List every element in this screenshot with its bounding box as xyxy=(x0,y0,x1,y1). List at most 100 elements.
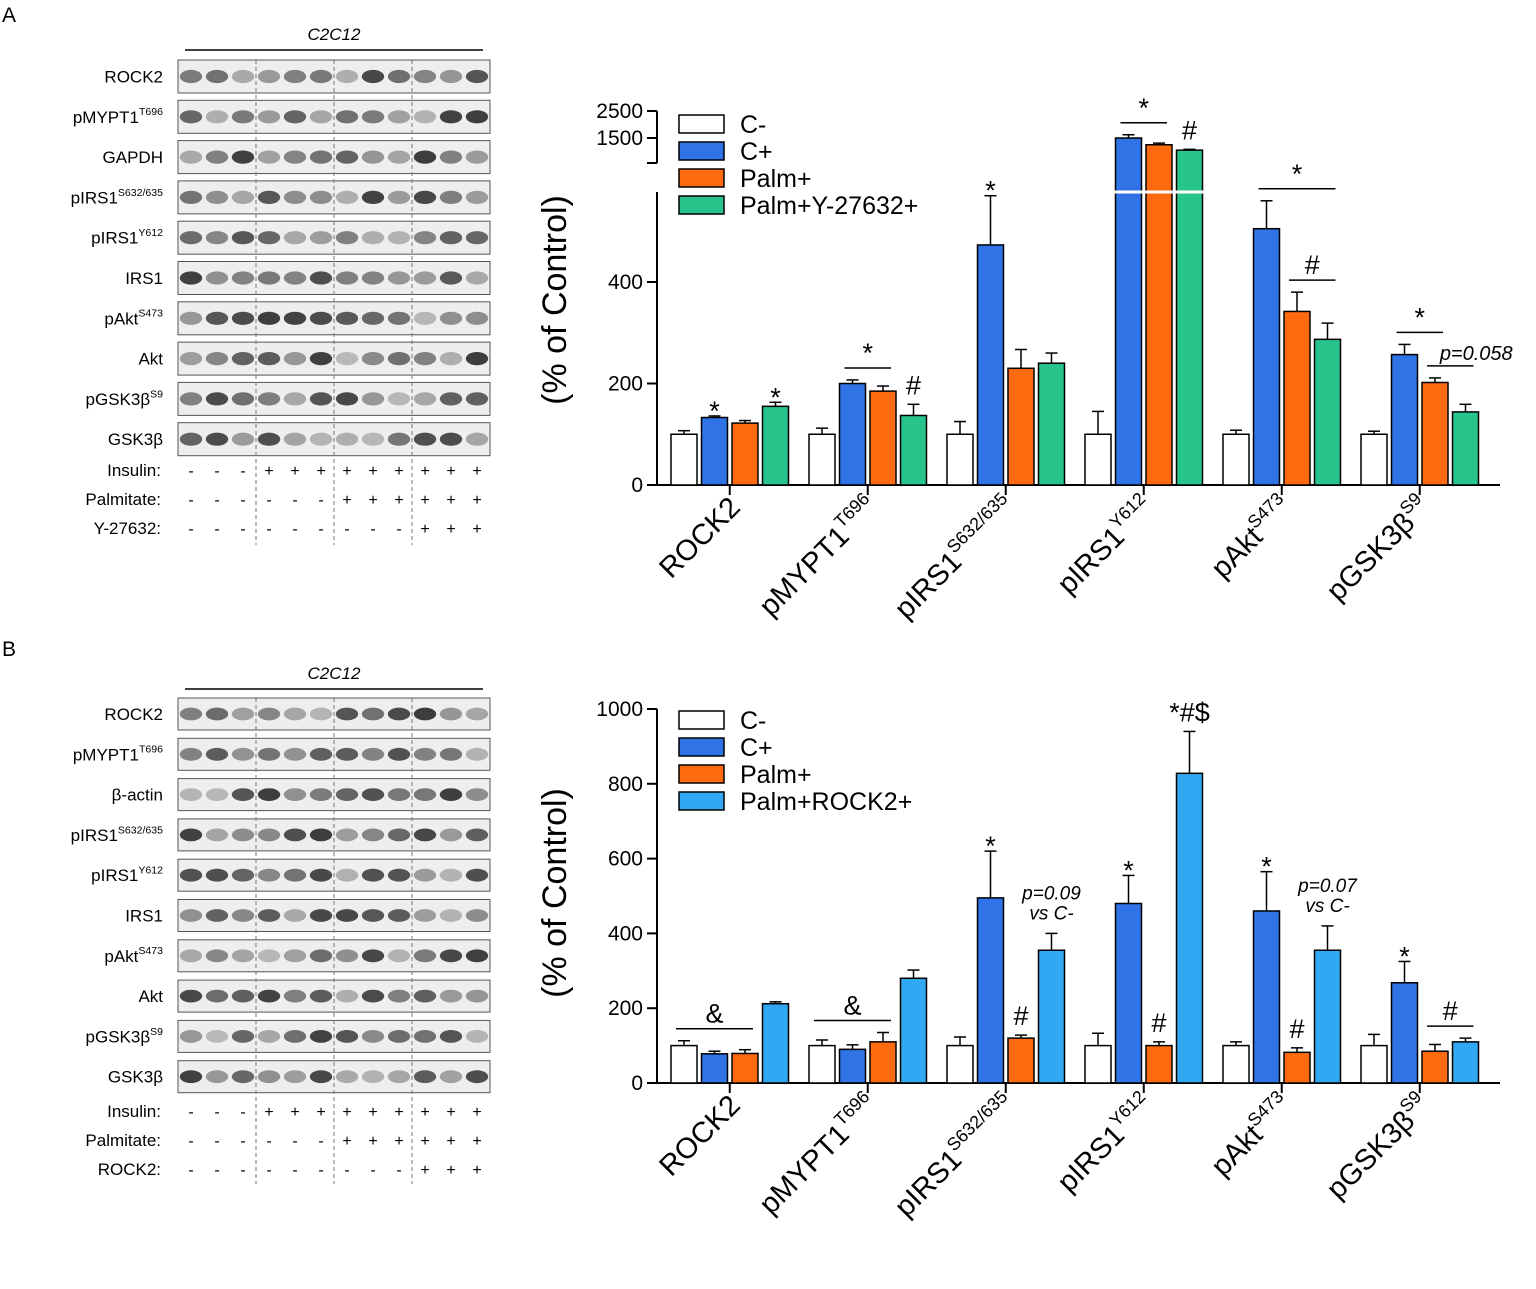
protein-band xyxy=(283,69,307,84)
protein-band xyxy=(413,989,437,1003)
protein-band xyxy=(387,190,411,204)
y-tick-label: 600 xyxy=(608,848,643,871)
protein-band xyxy=(439,150,463,164)
protein-band xyxy=(413,150,437,164)
protein-band xyxy=(231,747,255,761)
protein-band xyxy=(361,311,385,325)
bar xyxy=(670,433,698,486)
bar xyxy=(869,390,897,486)
protein-band xyxy=(465,868,489,882)
protein-band xyxy=(413,271,437,285)
protein-band xyxy=(179,868,203,882)
protein-band xyxy=(465,352,489,366)
protein-band xyxy=(257,190,281,204)
blot-row-label: IRS1 xyxy=(125,907,163,926)
protein-band xyxy=(283,392,307,406)
protein-band xyxy=(283,989,307,1003)
protein-band xyxy=(309,949,333,963)
protein-band xyxy=(205,868,229,882)
treatment-sign: + xyxy=(446,1104,455,1121)
bar xyxy=(1451,411,1480,486)
protein-band xyxy=(283,788,307,801)
protein-band xyxy=(205,949,229,963)
treatment-sign: + xyxy=(420,1104,429,1121)
protein-band xyxy=(283,352,307,366)
legend-label: Palm+ xyxy=(740,761,812,789)
treatment-sign: - xyxy=(214,1133,219,1150)
protein-band xyxy=(205,150,229,164)
blot-row-label: GSK3β xyxy=(108,430,163,449)
significance-label: # xyxy=(1289,1014,1304,1044)
protein-band xyxy=(257,352,281,366)
treatment-sign: - xyxy=(292,1162,297,1179)
protein-band xyxy=(231,69,255,84)
bar xyxy=(761,405,790,486)
protein-band xyxy=(283,271,307,285)
treatment-sign: - xyxy=(240,1104,245,1121)
western-blot-panel-a: C2C12 ROCK2 pMYPT1T696 GAPDH pIRS1S632/635 pI… xyxy=(71,25,491,545)
bar xyxy=(946,1044,974,1084)
protein-band xyxy=(205,828,229,842)
bar xyxy=(1145,144,1173,486)
treatment-sign: + xyxy=(394,1133,403,1150)
protein-band xyxy=(413,311,437,325)
protein-band xyxy=(257,69,281,84)
blot-row-label: pIRS1S632/635 xyxy=(71,187,163,208)
protein-band xyxy=(387,707,411,721)
protein-band xyxy=(465,150,489,164)
protein-band xyxy=(361,190,385,204)
protein-band xyxy=(179,231,203,245)
y-axis-label: (% of Control) xyxy=(536,788,574,998)
bar xyxy=(731,422,759,486)
treatment-sign: + xyxy=(394,463,403,480)
bar xyxy=(838,1048,867,1084)
treatment-sign: + xyxy=(472,463,481,480)
protein-band xyxy=(283,949,307,963)
protein-band xyxy=(257,788,281,801)
protein-band xyxy=(179,271,203,285)
treatment-sign: + xyxy=(342,1104,351,1121)
treatment-sign: + xyxy=(420,1133,429,1150)
protein-band xyxy=(257,949,281,963)
treatment-sign: + xyxy=(394,1104,403,1121)
protein-band xyxy=(387,828,411,842)
protein-band xyxy=(387,949,411,963)
protein-band xyxy=(205,909,229,922)
protein-band xyxy=(335,788,359,801)
protein-band xyxy=(231,949,255,963)
treatment-sign: + xyxy=(342,492,351,509)
protein-band xyxy=(309,1030,333,1043)
bar xyxy=(976,897,1005,1084)
protein-band xyxy=(179,352,203,366)
protein-band xyxy=(335,150,359,164)
protein-band xyxy=(335,707,359,721)
significance-label: * xyxy=(770,382,781,412)
protein-band xyxy=(465,747,489,761)
bar xyxy=(1084,433,1112,486)
bar xyxy=(1252,910,1281,1084)
significance-label: vs C- xyxy=(1305,896,1349,917)
bar xyxy=(1222,1044,1250,1084)
protein-band xyxy=(179,69,203,84)
y-tick-label: 0 xyxy=(631,1072,643,1095)
y-tick-label: 2500 xyxy=(596,100,643,123)
treatment-sign: - xyxy=(292,1133,297,1150)
bar-chart-panel-b: (% of Control) 0 200 400 600 800 1000 ROCK2 pMYP… xyxy=(536,697,1500,1223)
bar xyxy=(1007,367,1035,486)
protein-band xyxy=(439,231,463,245)
protein-band xyxy=(361,1070,385,1084)
y-tick-label: 200 xyxy=(608,373,643,396)
bar xyxy=(1114,137,1143,486)
treatment-sign: + xyxy=(368,1104,377,1121)
protein-band xyxy=(465,231,489,245)
blot-row-label: pMYPT1T696 xyxy=(73,744,163,765)
protein-band xyxy=(179,150,203,164)
protein-band xyxy=(309,828,333,842)
protein-band xyxy=(439,69,463,84)
protein-band xyxy=(283,828,307,842)
treatment-sign: - xyxy=(214,1104,219,1121)
y-tick-label: 0 xyxy=(631,474,643,497)
protein-band xyxy=(257,231,281,245)
protein-band xyxy=(309,231,333,245)
